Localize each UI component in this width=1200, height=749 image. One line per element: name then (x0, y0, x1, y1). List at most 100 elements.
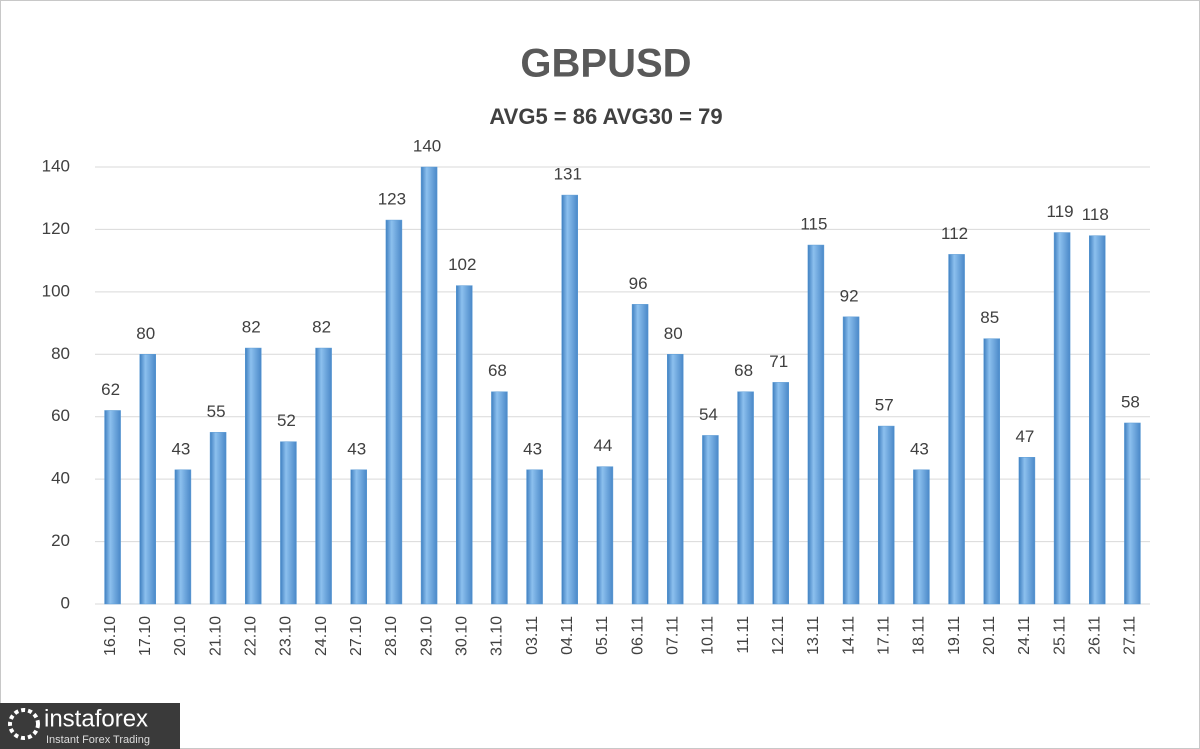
x-tick-label: 14.11 (840, 616, 857, 655)
bar (1018, 457, 1036, 605)
x-tick-label: 04.11 (559, 616, 576, 655)
data-label: 118 (1082, 205, 1109, 224)
x-tick-label: 27.11 (1122, 616, 1139, 655)
bar (1124, 422, 1141, 605)
x-tick-label: 19.11 (946, 616, 963, 655)
watermark-brand: instaforex (44, 705, 148, 732)
x-tick-label: 24.11 (1016, 616, 1033, 655)
bar (526, 469, 543, 605)
bar (772, 382, 789, 605)
bar (491, 391, 508, 605)
data-label: 102 (448, 255, 476, 274)
data-label: 47 (1015, 427, 1034, 446)
x-tick-label: 07.11 (664, 616, 681, 655)
data-label: 140 (413, 136, 441, 155)
data-label: 54 (699, 405, 718, 424)
data-label: 58 (1121, 392, 1140, 411)
data-label: 85 (980, 308, 999, 327)
bar (596, 466, 614, 605)
bar (174, 469, 192, 605)
x-tick-label: 17.10 (137, 616, 154, 656)
bar (737, 391, 754, 605)
data-label: 123 (378, 190, 406, 209)
data-label: 71 (769, 352, 788, 371)
y-tick-label: 0 (61, 593, 70, 612)
data-label: 112 (941, 224, 968, 243)
x-tick-label: 16.10 (102, 616, 119, 656)
y-tick-label: 140 (42, 156, 70, 175)
bar (1089, 235, 1106, 605)
y-tick-label: 20 (51, 531, 70, 550)
bar (702, 435, 719, 605)
x-tick-label: 25.11 (1051, 616, 1068, 655)
data-label: 57 (875, 396, 894, 415)
data-label: 68 (734, 361, 753, 380)
bar (385, 219, 403, 605)
bar (561, 194, 578, 605)
x-tick-label: 20.10 (172, 616, 189, 656)
x-tick-label: 12.11 (770, 616, 787, 655)
bar (913, 469, 930, 605)
bar (807, 244, 825, 605)
y-tick-label: 60 (51, 406, 70, 425)
watermark-tagline: Instant Forex Trading (46, 734, 150, 746)
bar (667, 354, 684, 605)
bar (842, 316, 860, 605)
bar (420, 166, 438, 605)
bar (245, 347, 262, 605)
x-tick-label: 29.10 (418, 616, 435, 656)
x-tick-label: 24.10 (313, 616, 330, 656)
bar (139, 354, 156, 605)
data-label: 62 (101, 380, 120, 399)
data-label: 43 (347, 439, 366, 458)
bar (948, 254, 965, 605)
x-tick-label: 10.11 (700, 616, 717, 655)
data-label: 92 (840, 286, 859, 305)
x-tick-label: 27.10 (348, 616, 365, 656)
chart-subtitle: AVG5 = 86 AVG30 = 79 (489, 104, 722, 129)
bar (631, 304, 649, 605)
x-tick-label: 31.10 (489, 616, 506, 656)
bar (878, 425, 895, 605)
chart-title: GBPUSD (520, 42, 691, 86)
data-label: 43 (523, 439, 542, 458)
bar (456, 285, 473, 605)
y-tick-label: 120 (42, 219, 70, 238)
bar (104, 410, 121, 605)
x-tick-label: 20.11 (981, 616, 998, 655)
x-tick-label: 21.10 (207, 616, 224, 656)
data-label: 131 (554, 165, 582, 184)
data-label: 115 (800, 215, 827, 234)
x-tick-label: 11.11 (735, 616, 752, 654)
y-tick-label: 40 (51, 469, 70, 488)
x-tick-label: 06.11 (629, 616, 646, 655)
data-label: 82 (312, 318, 331, 337)
x-tick-label: 03.11 (524, 616, 541, 655)
data-label: 80 (136, 324, 155, 343)
data-label: 82 (242, 318, 261, 337)
y-tick-label: 80 (51, 344, 70, 363)
x-tick-label: 17.11 (875, 616, 892, 655)
x-tick-label: 30.10 (453, 616, 470, 656)
x-tick-label: 22.10 (242, 616, 259, 656)
x-tick-label: 13.11 (805, 616, 822, 655)
data-label: 52 (277, 411, 296, 430)
x-tick-label: 18.11 (911, 616, 928, 655)
data-label: 96 (629, 274, 648, 293)
bar (1053, 232, 1071, 605)
bar (315, 347, 332, 605)
data-label: 119 (1047, 202, 1074, 221)
plot-area: 0 20 40 60 80 100 120 140 16.10 62 17.10 80 20.10 43 2… (42, 136, 1150, 656)
x-tick-label: 05.11 (594, 616, 611, 655)
data-label: 43 (171, 439, 190, 458)
data-label: 43 (910, 439, 929, 458)
bar (983, 338, 1000, 605)
x-tick-label: 28.10 (383, 616, 400, 656)
data-label: 80 (664, 324, 683, 343)
data-label: 44 (593, 436, 612, 455)
bar (280, 441, 297, 605)
data-label: 55 (207, 402, 226, 421)
bar (209, 432, 227, 605)
watermark-logo (8, 708, 40, 740)
